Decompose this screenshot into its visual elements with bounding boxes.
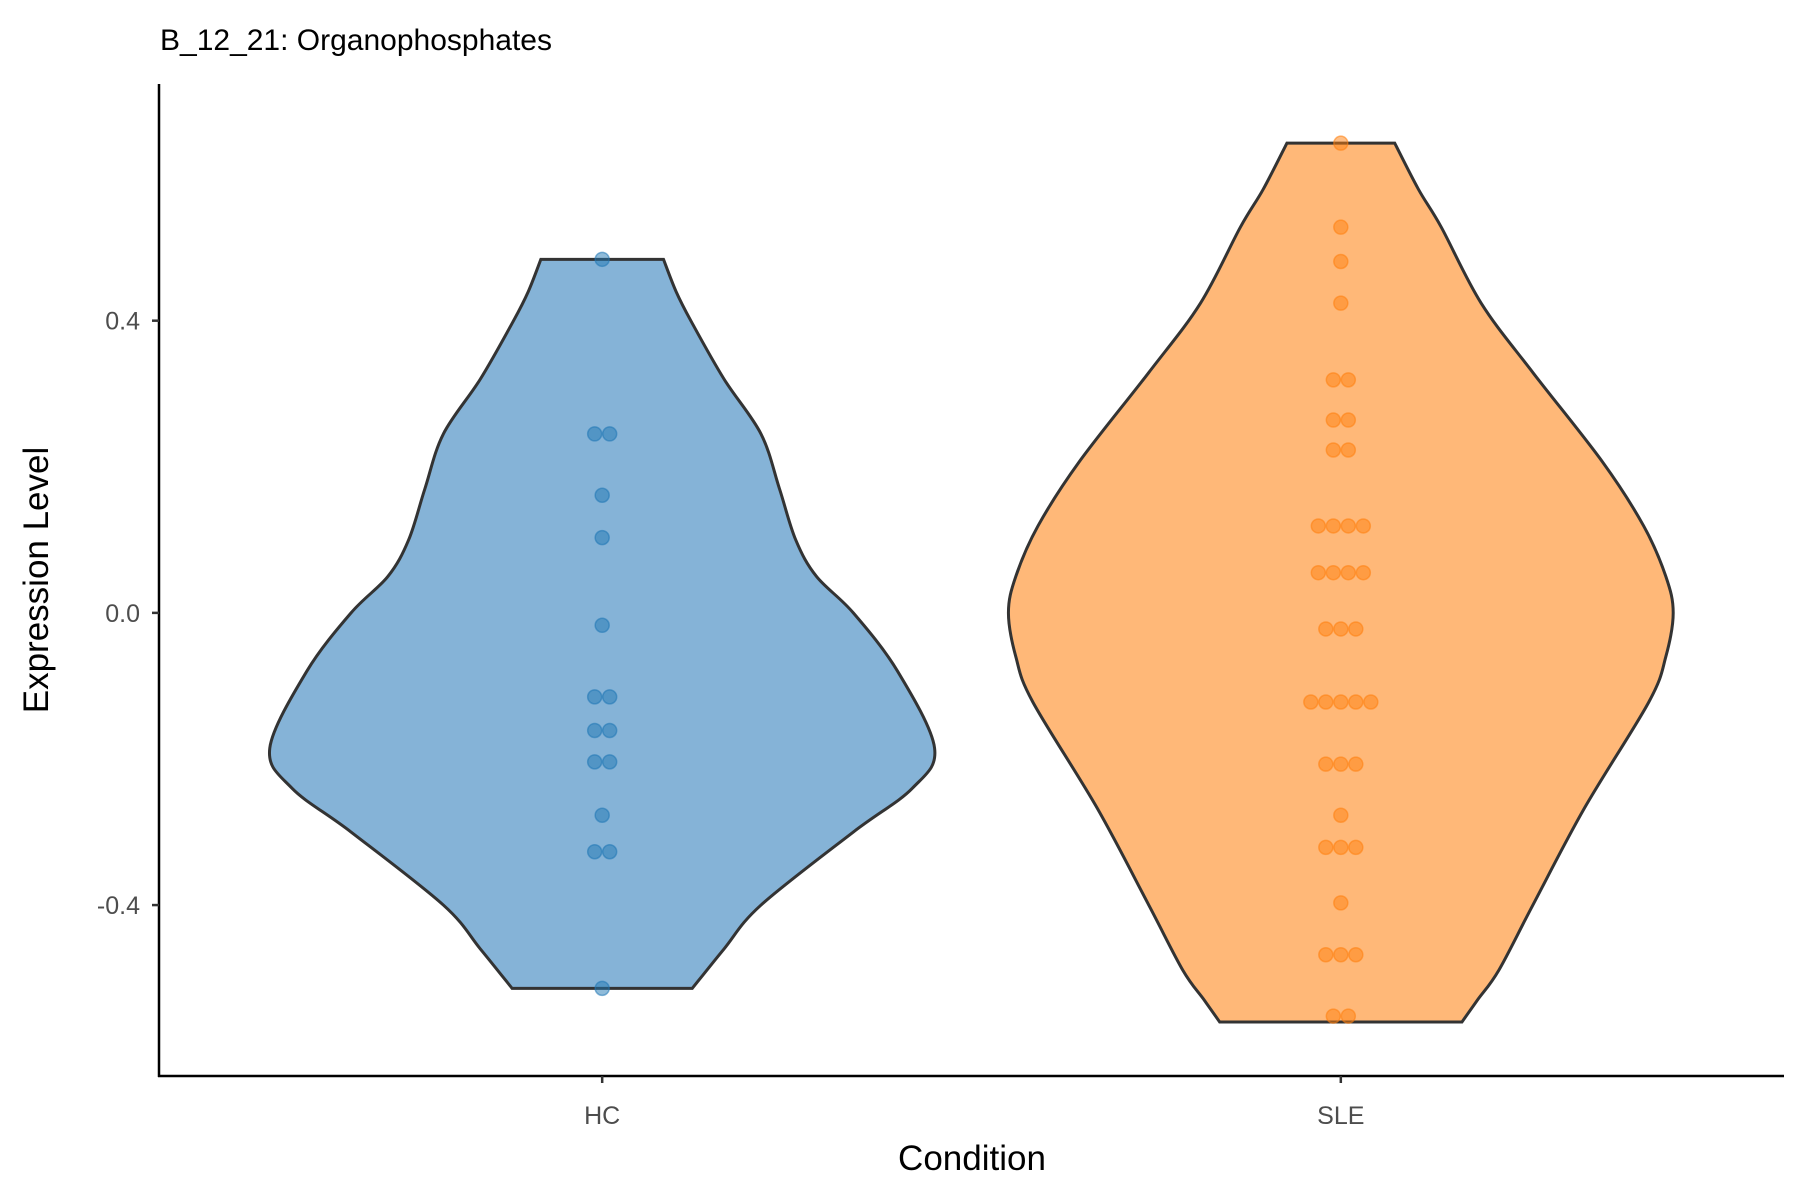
data-point <box>1348 621 1364 637</box>
data-point <box>1318 694 1334 710</box>
data-point <box>586 426 603 442</box>
data-point <box>1355 564 1372 581</box>
data-point <box>1340 412 1357 428</box>
data-point <box>1333 807 1349 823</box>
data-point <box>1340 1008 1357 1024</box>
y-ticks: -0.4 0.0 0.4 <box>97 308 159 920</box>
data-point <box>1348 756 1364 772</box>
data-point <box>1348 839 1364 856</box>
data-point <box>1325 372 1342 388</box>
data-point <box>601 689 618 705</box>
data-point <box>1363 694 1379 710</box>
data-point <box>586 754 603 770</box>
data-point <box>594 980 610 997</box>
data-point <box>594 617 610 634</box>
data-point <box>1318 946 1334 963</box>
data-point <box>1310 564 1327 581</box>
data-point <box>1325 1008 1342 1024</box>
y-tick-label: 0.0 <box>105 600 140 628</box>
data-point <box>1318 756 1334 772</box>
data-point <box>1348 694 1364 710</box>
data-point <box>1333 756 1349 772</box>
data-point <box>1333 694 1349 710</box>
x-axis-title: Condition <box>898 1139 1046 1178</box>
data-point <box>1325 518 1342 534</box>
data-point <box>1325 442 1342 458</box>
x-ticks: HC SLE <box>584 1076 1364 1130</box>
data-point <box>1333 295 1349 311</box>
data-point <box>1340 442 1357 458</box>
data-point <box>1325 412 1342 428</box>
data-point <box>1310 518 1327 534</box>
data-point <box>601 754 618 770</box>
data-point <box>1333 946 1349 963</box>
data-point <box>1340 518 1357 534</box>
data-point <box>586 689 603 705</box>
data-point <box>594 251 610 268</box>
data-point <box>1340 372 1357 388</box>
data-point <box>1333 219 1349 235</box>
data-point <box>601 426 618 442</box>
data-point <box>1333 253 1349 270</box>
data-point <box>594 807 610 823</box>
data-point <box>1325 564 1342 581</box>
violins-layer <box>267 141 1675 1024</box>
y-tick-label: 0.4 <box>105 308 140 336</box>
data-point <box>1333 895 1349 911</box>
data-point <box>1348 946 1364 963</box>
chart-title: B_12_21: Organophosphates <box>160 24 552 57</box>
data-point <box>1303 694 1319 710</box>
x-tick-label: SLE <box>1317 1102 1364 1130</box>
data-point <box>586 722 603 739</box>
data-point <box>1333 621 1349 637</box>
y-tick-label: -0.4 <box>97 892 140 920</box>
points-layer <box>586 135 1379 1024</box>
data-point <box>586 843 603 860</box>
data-point <box>1340 564 1357 581</box>
data-point <box>601 843 618 860</box>
violin-sle <box>1006 141 1675 1024</box>
data-point <box>1318 839 1334 856</box>
data-point <box>594 529 610 546</box>
y-axis-title: Expression Level <box>17 447 56 714</box>
data-point <box>1333 135 1349 151</box>
data-point <box>1318 621 1334 637</box>
data-point <box>1333 839 1349 856</box>
data-point <box>594 487 610 504</box>
x-tick-label: HC <box>584 1102 620 1130</box>
data-point <box>601 722 618 739</box>
data-point <box>1355 518 1372 534</box>
